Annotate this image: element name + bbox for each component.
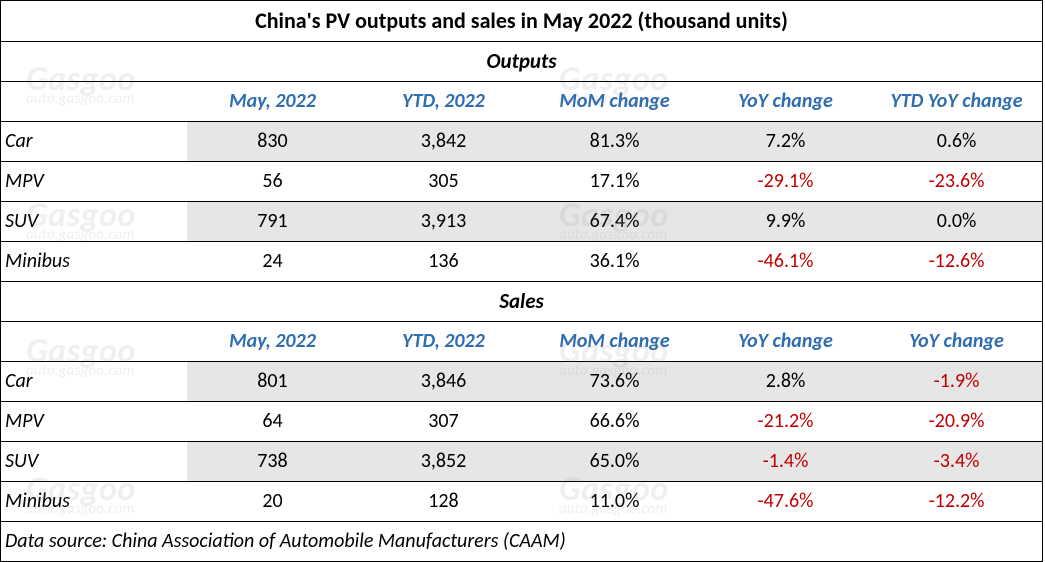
row-label: Minibus [1,241,187,281]
row-label: MPV [1,161,187,201]
row-label: Car [1,361,187,401]
section-sales-label: Sales [1,281,1042,321]
header-may-2: May, 2022 [187,321,358,361]
cell-value: 56 [187,161,358,201]
sales-header-row: May, 2022 YTD, 2022 MoM change YoY chang… [1,321,1042,361]
cell-value: 66.6% [529,401,700,441]
cell-value: 3,846 [358,361,529,401]
source-text: Data source: China Association of Automo… [1,521,1042,561]
cell-value: -21.2% [700,401,871,441]
cell-value: 136 [358,241,529,281]
cell-value: 64 [187,401,358,441]
row-label: Minibus [1,481,187,521]
row-label: SUV [1,201,187,241]
cell-value: -29.1% [700,161,871,201]
row-label: Car [1,121,187,161]
cell-value: -12.6% [871,241,1042,281]
source-row: Data source: China Association of Automo… [1,521,1042,561]
row-label: SUV [1,441,187,481]
table-row: SUV7383,85265.0%-1.4%-3.4% [1,441,1042,481]
cell-value: 791 [187,201,358,241]
cell-value: -1.4% [700,441,871,481]
cell-value: 830 [187,121,358,161]
section-sales: Sales [1,281,1042,321]
header-ytd-yoy-2: YoY change [871,321,1042,361]
cell-value: -20.9% [871,401,1042,441]
table-row: Car8303,84281.3%7.2%0.6% [1,121,1042,161]
table-row: SUV7913,91367.4%9.9%0.0% [1,201,1042,241]
cell-value: 128 [358,481,529,521]
cell-value: 3,842 [358,121,529,161]
cell-value: 3,852 [358,441,529,481]
cell-value: 17.1% [529,161,700,201]
section-outputs: Outputs [1,41,1042,81]
table-row: Minibus2413636.1%-46.1%-12.6% [1,241,1042,281]
header-ytd-yoy: YTD YoY change [871,81,1042,121]
cell-value: 7.2% [700,121,871,161]
cell-value: -3.4% [871,441,1042,481]
outputs-header-row: May, 2022 YTD, 2022 MoM change YoY chang… [1,81,1042,121]
cell-value: 738 [187,441,358,481]
title-row: China's PV outputs and sales in May 2022… [1,1,1042,41]
cell-value: 3,913 [358,201,529,241]
sales-body: Car8013,84673.6%2.8%-1.9%MPV6430766.6%-2… [1,361,1042,521]
table-title: China's PV outputs and sales in May 2022… [1,1,1042,41]
table-row: MPV6430766.6%-21.2%-20.9% [1,401,1042,441]
cell-value: -46.1% [700,241,871,281]
cell-value: 0.6% [871,121,1042,161]
row-label: MPV [1,401,187,441]
section-outputs-label: Outputs [1,41,1042,81]
cell-value: -12.2% [871,481,1042,521]
cell-value: 24 [187,241,358,281]
cell-value: 305 [358,161,529,201]
cell-value: 65.0% [529,441,700,481]
cell-value: 0.0% [871,201,1042,241]
header-ytd-2: YTD, 2022 [358,321,529,361]
cell-value: 36.1% [529,241,700,281]
cell-value: 73.6% [529,361,700,401]
table-row: MPV5630517.1%-29.1%-23.6% [1,161,1042,201]
cell-value: 2.8% [700,361,871,401]
cell-value: -1.9% [871,361,1042,401]
cell-value: -23.6% [871,161,1042,201]
outputs-body: Car8303,84281.3%7.2%0.6%MPV5630517.1%-29… [1,121,1042,281]
header-yoy: YoY change [700,81,871,121]
header-blank [1,81,187,121]
header-mom-2: MoM change [529,321,700,361]
cell-value: -47.6% [700,481,871,521]
header-blank-2 [1,321,187,361]
cell-value: 20 [187,481,358,521]
table-row: Minibus2012811.0%-47.6%-12.2% [1,481,1042,521]
header-yoy-2: YoY change [700,321,871,361]
cell-value: 307 [358,401,529,441]
header-mom: MoM change [529,81,700,121]
table-row: Car8013,84673.6%2.8%-1.9% [1,361,1042,401]
cell-value: 81.3% [529,121,700,161]
cell-value: 67.4% [529,201,700,241]
cell-value: 9.9% [700,201,871,241]
header-ytd: YTD, 2022 [358,81,529,121]
pv-table: China's PV outputs and sales in May 2022… [1,1,1042,561]
cell-value: 11.0% [529,481,700,521]
cell-value: 801 [187,361,358,401]
pv-table-container: China's PV outputs and sales in May 2022… [0,0,1043,562]
header-may: May, 2022 [187,81,358,121]
